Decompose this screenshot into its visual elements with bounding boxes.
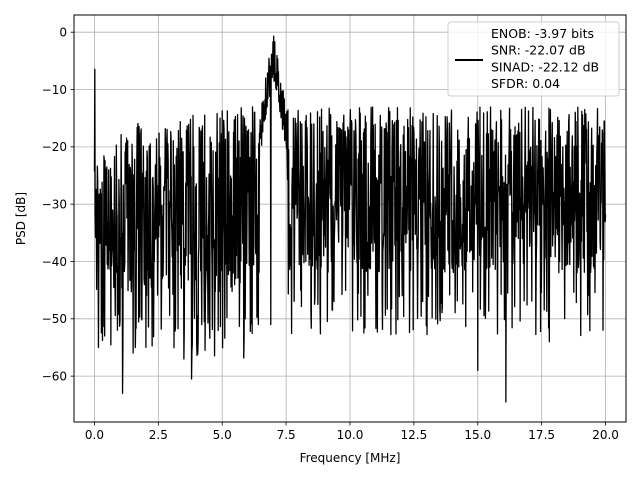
y-tick-label: −60 xyxy=(42,369,67,383)
x-tick-label: 7.5 xyxy=(277,428,296,442)
y-tick-label: −30 xyxy=(42,197,67,211)
x-tick-label: 20.0 xyxy=(592,428,619,442)
y-tick-label: −20 xyxy=(42,140,67,154)
y-axis-ticks: 0 −10 −20 −30 −40 −50 −60 xyxy=(42,25,74,383)
x-tick-label: 5.0 xyxy=(213,428,232,442)
y-tick-label: −50 xyxy=(42,312,67,326)
legend-line-enob: ENOB: -3.97 bits xyxy=(491,26,594,41)
legend-line-sfdr: SFDR: 0.04 xyxy=(491,76,560,91)
series-layer xyxy=(93,35,607,403)
legend-line-sinad: SINAD: -22.12 dB xyxy=(491,59,599,74)
y-tick-label: −40 xyxy=(42,255,67,269)
y-tick-label: 0 xyxy=(59,25,67,39)
x-tick-label: 17.5 xyxy=(528,428,555,442)
x-axis-label: Frequency [MHz] xyxy=(300,451,401,465)
y-tick-label: −10 xyxy=(42,83,67,97)
x-tick-label: 12.5 xyxy=(401,428,428,442)
legend: ENOB: -3.97 bits SNR: -22.07 dB SINAD: -… xyxy=(447,21,620,97)
x-tick-label: 15.0 xyxy=(464,428,491,442)
x-tick-label: 0.0 xyxy=(85,428,104,442)
x-axis-ticks: 0.0 2.5 5.0 7.5 10.0 12.5 15.0 17.5 20.0 xyxy=(85,422,619,442)
legend-line-snr: SNR: -22.07 dB xyxy=(491,43,586,58)
legend-box xyxy=(447,21,620,97)
y-axis-label: PSD [dB] xyxy=(14,192,28,245)
psd-series-line xyxy=(93,35,607,403)
x-tick-label: 2.5 xyxy=(149,428,168,442)
x-tick-label: 10.0 xyxy=(337,428,364,442)
